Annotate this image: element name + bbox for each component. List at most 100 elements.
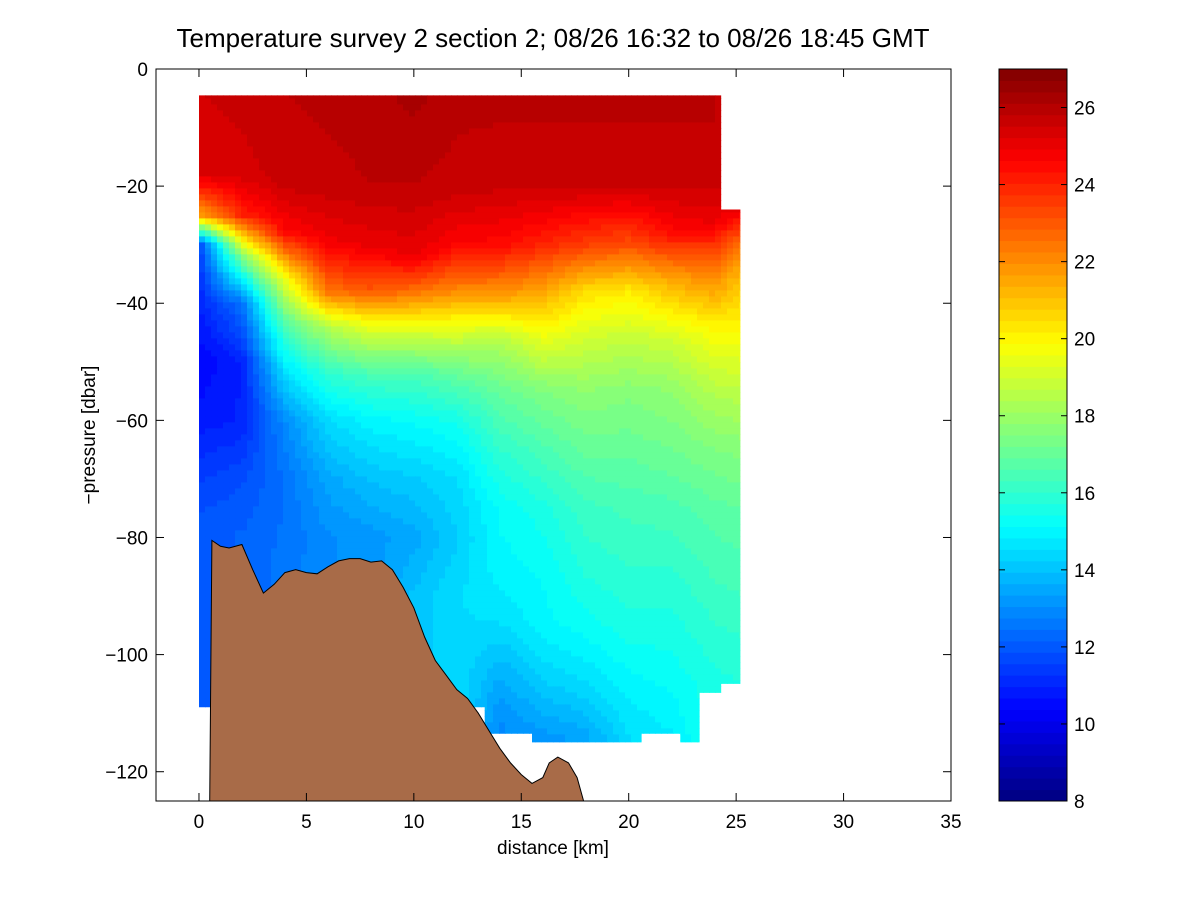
temperature-cell [253,338,260,345]
temperature-cell [445,134,452,141]
temperature-cell [463,326,470,333]
temperature-cell [451,164,458,171]
temperature-cell [253,104,260,111]
temperature-cell [631,338,638,345]
temperature-cell [655,320,662,327]
temperature-cell [715,392,722,399]
temperature-cell [343,260,350,267]
temperature-cell [367,164,374,171]
temperature-cell [583,296,590,303]
temperature-cell [463,338,470,345]
temperature-cell [265,290,272,297]
temperature-cell [301,356,308,363]
temperature-cell [409,110,416,117]
temperature-cell [445,374,452,381]
temperature-cell [295,326,302,333]
temperature-cell [547,338,554,345]
temperature-cell [517,296,524,303]
temperature-cell [373,158,380,165]
temperature-cell [457,95,464,99]
temperature-cell [739,398,741,405]
temperature-cell [559,116,566,123]
temperature-cell [415,326,422,333]
temperature-cell [559,398,566,405]
temperature-cell [415,278,422,285]
temperature-cell [559,314,566,321]
temperature-cell [379,242,386,249]
temperature-cell [463,248,470,255]
temperature-cell [241,266,248,273]
temperature-cell [607,200,614,207]
temperature-cell [523,164,530,171]
temperature-cell [493,296,500,303]
temperature-cell [247,416,254,423]
temperature-cell [703,380,710,387]
temperature-cell [607,98,614,105]
temperature-cell [427,248,434,255]
temperature-cell [511,170,518,177]
temperature-cell [499,326,506,333]
temperature-cell [355,170,362,177]
temperature-cell [343,380,350,387]
temperature-cell [331,206,338,213]
temperature-cell [295,404,302,411]
temperature-cell [391,308,398,315]
temperature-cell [493,284,500,291]
temperature-cell [223,386,230,393]
temperature-cell [367,374,374,381]
temperature-cell [685,242,692,249]
temperature-cell [661,404,668,411]
temperature-cell [463,98,470,105]
temperature-cell [229,284,236,291]
temperature-cell [673,212,680,219]
temperature-cell [739,338,741,345]
temperature-cell [475,242,482,249]
temperature-cell [565,368,572,375]
temperature-cell [499,176,506,183]
temperature-cell [487,326,494,333]
temperature-cell [403,188,410,195]
temperature-cell [631,146,638,153]
temperature-cell [409,380,416,387]
temperature-cell [241,314,248,321]
temperature-cell [217,110,224,117]
temperature-cell [625,254,632,261]
temperature-cell [739,344,741,351]
temperature-cell [271,116,278,123]
temperature-cell [673,326,680,333]
temperature-cell [361,260,368,267]
temperature-cell [367,104,374,111]
temperature-cell [535,338,542,345]
temperature-cell [691,236,698,243]
temperature-cell [655,332,662,339]
temperature-cell [595,386,602,393]
temperature-cell [679,284,686,291]
temperature-cell [361,398,368,405]
temperature-cell [475,272,482,279]
temperature-cell [493,182,500,189]
temperature-cell [631,176,638,183]
temperature-cell [433,224,440,231]
temperature-cell [427,116,434,123]
temperature-cell [253,182,260,189]
temperature-cell [253,380,260,387]
temperature-cell [541,266,548,273]
temperature-cell [403,224,410,231]
temperature-cell [643,368,650,375]
temperature-cell [205,284,212,291]
temperature-cell [535,290,542,297]
temperature-cell [229,254,236,261]
temperature-cell [505,254,512,261]
temperature-cell [289,152,296,159]
temperature-cell [307,152,314,159]
temperature-cell [349,230,356,237]
temperature-cell [211,278,218,285]
temperature-cell [265,308,272,315]
temperature-cell [553,194,560,201]
temperature-cell [463,116,470,123]
temperature-cell [433,320,440,327]
temperature-cell [643,242,650,249]
temperature-cell [319,320,326,327]
temperature-cell [523,368,530,375]
temperature-cell [607,290,614,297]
